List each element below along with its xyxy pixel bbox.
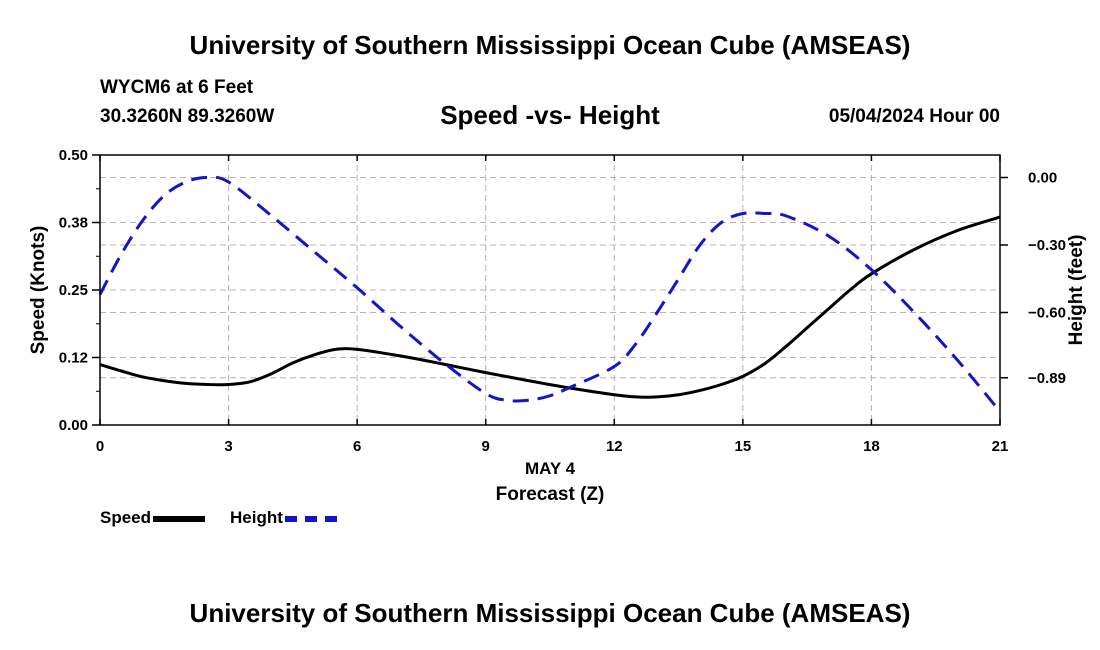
y-axis-title: Speed (Knots) bbox=[28, 226, 49, 355]
x-axis-title: Forecast (Z) bbox=[496, 484, 605, 505]
speed-height-chart: 0 3 6 9 12 15 18 21 0.00 0.12 0.25 0.38 0.50 0.00 −0.3… bbox=[28, 147, 1087, 505]
axis-labels: 0 3 6 9 12 15 18 21 0.00 0.12 0.25 0.38 0.50 0.00 −0.3… bbox=[59, 147, 1066, 455]
x-tick-label: 0 bbox=[96, 438, 104, 455]
x-tick-label: 18 bbox=[863, 438, 880, 455]
y2-tick-label: −0.30 bbox=[1028, 237, 1066, 254]
legend-speed-label: Speed bbox=[100, 508, 152, 527]
y-tick-label: 0.25 bbox=[59, 282, 88, 299]
x-tick-label: 6 bbox=[353, 438, 361, 455]
y-tick-label: 0.38 bbox=[59, 215, 88, 232]
chart-title: Speed -vs- Height bbox=[440, 100, 660, 130]
x-tick-label: 9 bbox=[482, 438, 490, 455]
station-label: WYCM6 at 6 Feet bbox=[100, 77, 254, 98]
coordinates-label: 30.3260N 89.3260W bbox=[100, 106, 275, 127]
series-line-height bbox=[98, 175, 1002, 413]
x-tick-label: 12 bbox=[606, 438, 623, 455]
y2-tick-label: −0.60 bbox=[1028, 305, 1066, 322]
y2-axis-title: Height (feet) bbox=[1066, 235, 1087, 346]
x-tick-label: 3 bbox=[224, 438, 232, 455]
legend-speed-swatch bbox=[153, 515, 206, 522]
footer-title: University of Southern Mississippi Ocean… bbox=[189, 598, 911, 628]
y-tick-label: 0.00 bbox=[59, 417, 88, 434]
page-title: University of Southern Mississippi Ocean… bbox=[189, 30, 911, 60]
y2-tick-label: 0.00 bbox=[1028, 170, 1057, 187]
legend-height-label: Height bbox=[230, 508, 283, 527]
grid-lines bbox=[100, 155, 1000, 425]
series-layer bbox=[98, 175, 1002, 413]
x-axis-date-label: MAY 4 bbox=[525, 459, 576, 478]
x-tick-label: 15 bbox=[735, 438, 752, 455]
y-tick-label: 0.50 bbox=[59, 147, 88, 164]
legend-entry-height: Height bbox=[230, 508, 337, 528]
x-tick-label: 21 bbox=[992, 438, 1009, 455]
legend-entry-speed: Speed bbox=[100, 508, 206, 528]
y-tick-label: 0.12 bbox=[59, 350, 88, 367]
series-line-speed bbox=[99, 215, 1001, 399]
legend-height-swatch bbox=[284, 515, 337, 522]
datetime-label: 05/04/2024 Hour 00 bbox=[828, 106, 1000, 127]
y2-tick-label: −0.89 bbox=[1028, 370, 1066, 387]
axis-ticks bbox=[92, 154, 1008, 426]
